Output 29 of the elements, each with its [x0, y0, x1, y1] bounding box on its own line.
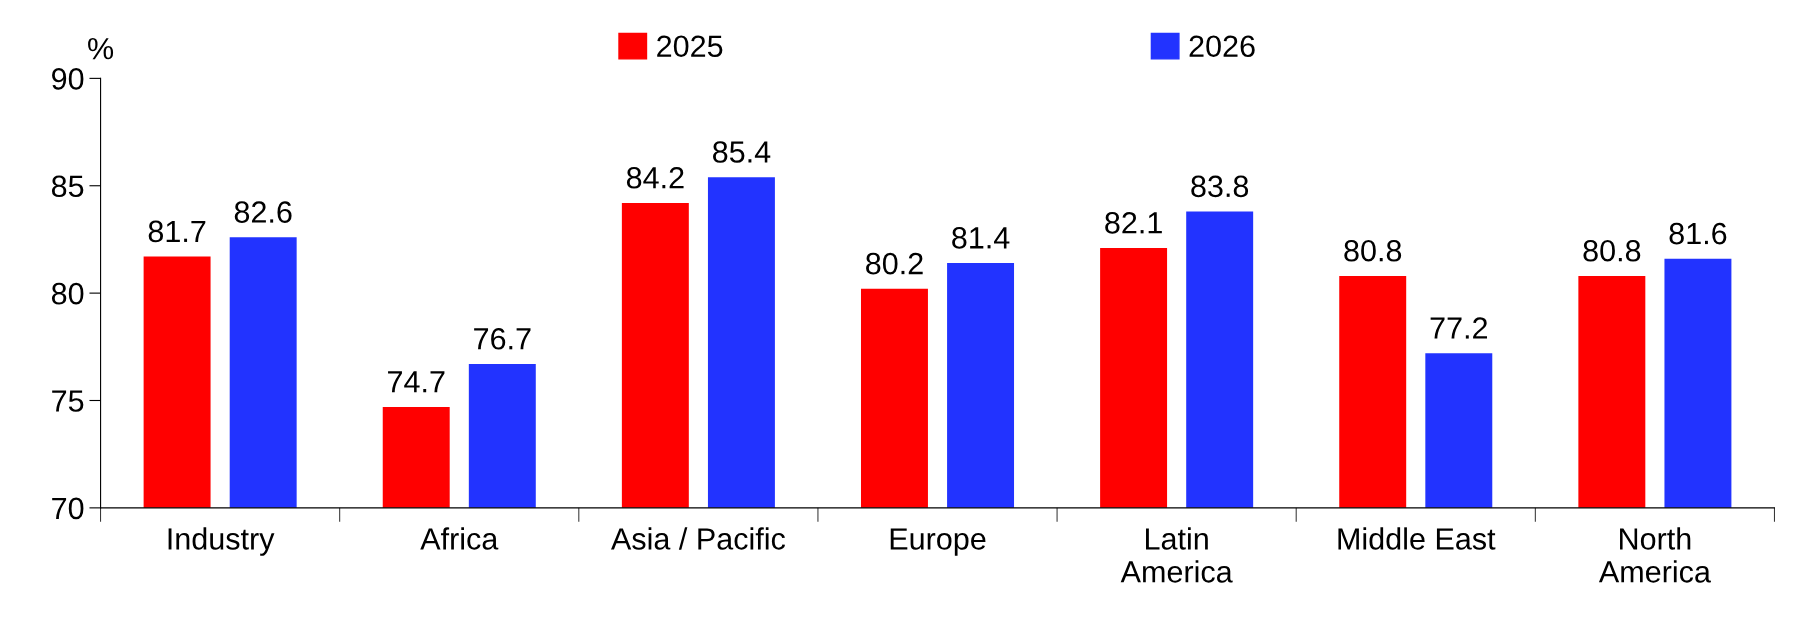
- data-label: 82.6: [234, 201, 292, 223]
- x-tick-label: Latin America: [1120, 527, 1233, 583]
- data-label: 77.2: [1430, 317, 1488, 339]
- y-tick-label: 85: [51, 175, 84, 198]
- data-label: 83.8: [1191, 175, 1249, 198]
- y-tick-label: 80: [51, 282, 84, 305]
- data-label: 80.2: [866, 252, 923, 275]
- x-tick-label: Middle East: [1338, 527, 1496, 550]
- data-label: 82.1: [1105, 212, 1162, 234]
- y-axis-title: %: [88, 37, 114, 60]
- legend-label: 2025: [657, 35, 723, 58]
- data-label: 81.7: [148, 220, 206, 243]
- y-tick-label: 70: [52, 497, 84, 520]
- data-label: 85.4: [713, 141, 771, 163]
- data-label: 81.6: [1669, 222, 1727, 245]
- data-label: 84.2: [626, 166, 684, 189]
- x-tick-label: Europe: [890, 528, 986, 556]
- data-label: 80.8: [1344, 239, 1402, 262]
- legend-label: 2026: [1189, 35, 1255, 58]
- x-tick-label: Asia / Pacific: [611, 527, 786, 550]
- data-label: 76.7: [474, 327, 531, 350]
- data-label: 80.8: [1583, 239, 1641, 262]
- y-tick-label: 75: [52, 390, 84, 412]
- data-label: 74.7: [388, 371, 445, 393]
- x-tick-label: Africa: [420, 527, 499, 550]
- x-tick-label: North America: [1598, 527, 1711, 583]
- y-tick-label: 90: [52, 68, 84, 90]
- data-label: 81.4: [952, 227, 1010, 249]
- x-tick-label: Industry: [168, 527, 275, 556]
